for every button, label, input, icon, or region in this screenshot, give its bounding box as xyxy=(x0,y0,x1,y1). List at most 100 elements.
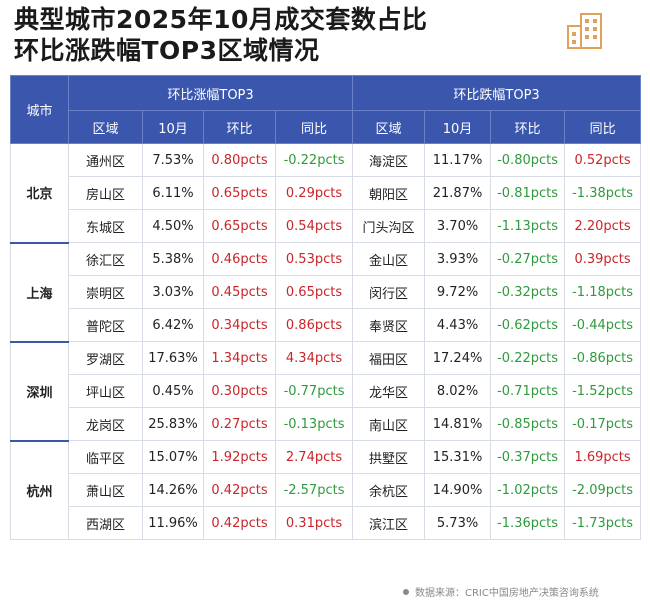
fall-district-cell: 闵行区 xyxy=(352,275,426,309)
fall-mom-cell: -0.37pcts xyxy=(490,440,566,474)
city-cell: 上海 xyxy=(10,242,69,343)
header-fall-group: 环比跌幅TOP3 xyxy=(352,75,642,111)
fall-yoy-cell: -1.38pcts xyxy=(564,176,642,210)
fall-mom-cell: -0.80pcts xyxy=(490,143,566,177)
rise-yoy-cell: 2.74pcts xyxy=(274,440,354,474)
city-cell: 北京 xyxy=(10,143,69,244)
fall-mom-cell: -0.62pcts xyxy=(490,308,566,342)
rise-october-cell: 15.07% xyxy=(142,440,204,474)
fall-october-cell: 3.70% xyxy=(424,209,492,243)
data-source: 数据来源：CRIC中国房地产决策咨询系统 xyxy=(403,584,599,599)
rise-october-cell: 14.26% xyxy=(142,473,204,507)
rise-october-cell: 4.50% xyxy=(142,209,204,243)
header-fall-yoy: 同比 xyxy=(564,110,642,144)
rise-district-cell: 龙岗区 xyxy=(68,407,143,441)
city-cell: 深圳 xyxy=(10,341,69,442)
fall-mom-cell: -0.71pcts xyxy=(490,374,566,408)
fall-district-cell: 奉贤区 xyxy=(352,308,426,342)
header-rise-october: 10月 xyxy=(142,110,204,144)
fall-october-cell: 21.87% xyxy=(424,176,492,210)
fall-october-cell: 8.02% xyxy=(424,374,492,408)
fall-district-cell: 拱墅区 xyxy=(352,440,426,474)
rise-yoy-cell: -2.57pcts xyxy=(274,473,354,507)
rise-mom-cell: 0.42pcts xyxy=(203,473,276,507)
rise-yoy-cell: 0.65pcts xyxy=(274,275,354,309)
rise-district-cell: 罗湖区 xyxy=(68,341,143,375)
rise-october-cell: 3.03% xyxy=(142,275,204,309)
rise-yoy-cell: 0.31pcts xyxy=(274,506,354,540)
fall-yoy-cell: -1.52pcts xyxy=(564,374,642,408)
rise-mom-cell: 1.34pcts xyxy=(203,341,276,375)
rise-district-cell: 坪山区 xyxy=(68,374,143,408)
rise-yoy-cell: -0.22pcts xyxy=(274,143,354,177)
fall-mom-cell: -0.32pcts xyxy=(490,275,566,309)
rise-mom-cell: 0.42pcts xyxy=(203,506,276,540)
header-rise-group: 环比涨幅TOP3 xyxy=(67,75,354,111)
fall-october-cell: 17.24% xyxy=(424,341,492,375)
header-city: 城市 xyxy=(10,75,69,144)
building-logo-icon xyxy=(567,13,602,49)
title-line-2: 环比涨跌幅TOP3区域情况 xyxy=(14,36,320,65)
table-row: 萧山区 14.26% 0.42pcts -2.57pcts 余杭区 14.90% -1.02… xyxy=(11,473,642,507)
table-body: 北京 通州区 7.53% 0.80pcts -0.22pcts 海淀区 11.17% -0.8… xyxy=(10,143,642,540)
table-row: 龙岗区 25.83% 0.27pcts -0.13pcts 南山区 14.81% -0.85… xyxy=(11,407,642,441)
rise-yoy-cell: 0.53pcts xyxy=(274,242,354,276)
fall-mom-cell: -0.22pcts xyxy=(490,341,566,375)
fall-october-cell: 14.81% xyxy=(424,407,492,441)
rise-district-cell: 萧山区 xyxy=(68,473,143,507)
table-row: 房山区 6.11% 0.65pcts 0.29pcts 朝阳区 21.87% -0.81pc… xyxy=(11,176,642,210)
rise-october-cell: 25.83% xyxy=(142,407,204,441)
table-row: 坪山区 0.45% 0.30pcts -0.77pcts 龙华区 8.02% -0.71pc… xyxy=(11,374,642,408)
rise-district-cell: 西湖区 xyxy=(68,506,143,540)
table-row: 杭州 临平区 15.07% 1.92pcts 2.74pcts 拱墅区 15.31% -0.3… xyxy=(10,440,642,540)
fall-district-cell: 南山区 xyxy=(352,407,426,441)
rise-mom-cell: 0.65pcts xyxy=(203,209,276,243)
source-dot-icon xyxy=(403,589,409,595)
fall-mom-cell: -1.13pcts xyxy=(490,209,566,243)
fall-yoy-cell: 0.52pcts xyxy=(564,143,642,177)
rise-mom-cell: 0.30pcts xyxy=(203,374,276,408)
header-rise-district: 区域 xyxy=(68,110,143,144)
rise-district-cell: 房山区 xyxy=(68,176,143,210)
rise-district-cell: 普陀区 xyxy=(68,308,143,342)
rise-yoy-cell: 0.29pcts xyxy=(274,176,354,210)
rise-district-cell: 徐汇区 xyxy=(68,242,143,276)
title-line-1: 典型城市2025年10月成交套数占比 xyxy=(14,5,428,34)
table-row: 崇明区 3.03% 0.45pcts 0.65pcts 闵行区 9.72% -0.32pct… xyxy=(11,275,642,309)
city-cell: 杭州 xyxy=(10,440,69,540)
fall-district-cell: 余杭区 xyxy=(352,473,426,507)
fall-district-cell: 金山区 xyxy=(352,242,426,276)
fall-district-cell: 龙华区 xyxy=(352,374,426,408)
fall-yoy-cell: -0.17pcts xyxy=(564,407,642,441)
rise-district-cell: 临平区 xyxy=(68,440,143,474)
fall-yoy-cell: -1.73pcts xyxy=(564,506,642,540)
source-text: 数据来源：CRIC中国房地产决策咨询系统 xyxy=(415,588,599,599)
fall-yoy-cell: 0.39pcts xyxy=(564,242,642,276)
rise-october-cell: 5.38% xyxy=(142,242,204,276)
fall-district-cell: 朝阳区 xyxy=(352,176,426,210)
fall-district-cell: 海淀区 xyxy=(352,143,426,177)
rise-district-cell: 崇明区 xyxy=(68,275,143,309)
rise-october-cell: 17.63% xyxy=(142,341,204,375)
table-row: 西湖区 11.96% 0.42pcts 0.31pcts 滨江区 5.73% -1.36pc… xyxy=(11,506,642,540)
rise-mom-cell: 0.27pcts xyxy=(203,407,276,441)
fall-october-cell: 9.72% xyxy=(424,275,492,309)
rise-mom-cell: 0.46pcts xyxy=(203,242,276,276)
rise-yoy-cell: 4.34pcts xyxy=(274,341,354,375)
rise-district-cell: 东城区 xyxy=(68,209,143,243)
fall-mom-cell: -0.85pcts xyxy=(490,407,566,441)
fall-district-cell: 福田区 xyxy=(352,341,426,375)
fall-october-cell: 14.90% xyxy=(424,473,492,507)
fall-yoy-cell: -0.86pcts xyxy=(564,341,642,375)
rise-yoy-cell: -0.13pcts xyxy=(274,407,354,441)
fall-october-cell: 15.31% xyxy=(424,440,492,474)
rise-mom-cell: 0.34pcts xyxy=(203,308,276,342)
header-rise-mom: 环比 xyxy=(203,110,276,144)
district-table: 城市 环比涨幅TOP3 环比跌幅TOP3 区域 10月 环比 同比 区域 10月… xyxy=(10,75,642,540)
page-title: 典型城市2025年10月成交套数占比 环比涨跌幅TOP3区域情况 xyxy=(14,4,427,66)
fall-district-cell: 门头沟区 xyxy=(352,209,426,243)
rise-october-cell: 6.11% xyxy=(142,176,204,210)
fall-district-cell: 滨江区 xyxy=(352,506,426,540)
table-row: 北京 通州区 7.53% 0.80pcts -0.22pcts 海淀区 11.17% -0.8… xyxy=(10,143,642,244)
header-fall-october: 10月 xyxy=(424,110,492,144)
